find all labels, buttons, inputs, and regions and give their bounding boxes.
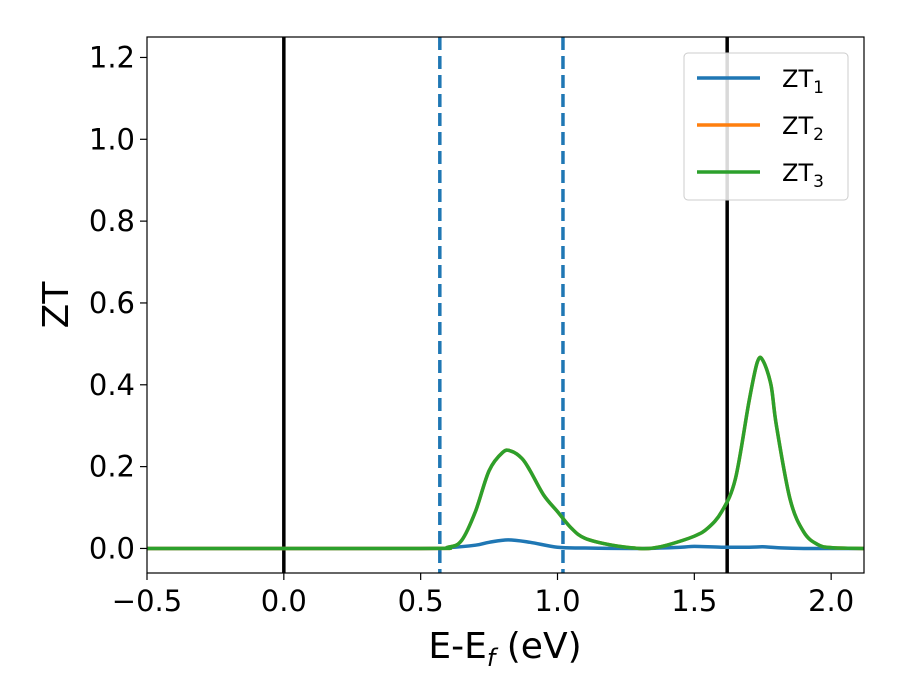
- y-tick-label: 1.0: [89, 122, 135, 156]
- y-tick-label: 0.2: [89, 450, 135, 484]
- x-tick-label: 1.5: [671, 584, 717, 618]
- x-tick-label: 0.5: [398, 584, 444, 618]
- series-line-3: [147, 355, 864, 551]
- x-axis-label: E-Ef (eV): [428, 626, 581, 672]
- legend-box: [683, 52, 849, 201]
- x-tick-label: 0.0: [261, 584, 307, 618]
- x-axis: −0.5 0.0 0.5 1.0 1.5 2.0: [112, 573, 854, 618]
- y-tick-label: 0.4: [89, 368, 135, 402]
- legend-label-3: ZT3: [782, 159, 824, 192]
- y-tick-label: 1.2: [89, 40, 135, 74]
- y-axis: 0.0 0.2 0.4 0.6 0.8 1.0 1.2: [89, 40, 147, 565]
- legend-label-2: ZT2: [782, 112, 824, 145]
- y-tick-label: 0.0: [89, 531, 135, 565]
- x-tick-label: −0.5: [112, 584, 182, 618]
- y-tick-label: 0.8: [89, 204, 135, 238]
- y-axis-label: ZT: [36, 281, 77, 329]
- series-layer: [147, 355, 864, 551]
- y-tick-label: 0.6: [89, 286, 135, 320]
- x-tick-label: 2.0: [808, 584, 854, 618]
- legend: ZT1 ZT2 ZT3: [683, 52, 849, 201]
- x-tick-label: 1.0: [534, 584, 580, 618]
- plot-frame: [146, 36, 865, 574]
- legend-label-1: ZT1: [782, 65, 824, 98]
